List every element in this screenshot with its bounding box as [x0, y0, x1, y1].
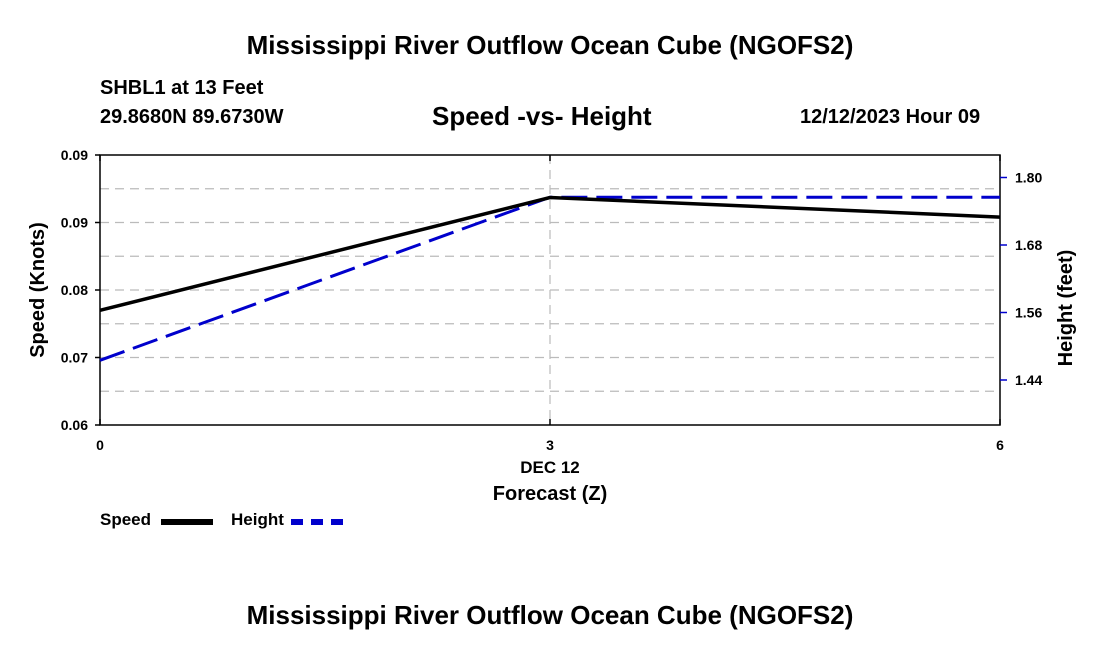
- y-left-tick-label: 0.08: [61, 282, 88, 298]
- legend-speed-swatch: [161, 519, 213, 525]
- x-tick-label: 6: [996, 437, 1004, 453]
- y-left-tick-label: 0.09: [61, 215, 88, 231]
- legend-height-swatch: [291, 519, 343, 525]
- chart-subtitle: Speed -vs- Height: [432, 101, 652, 131]
- datetime-label: 12/12/2023 Hour 09: [800, 106, 981, 128]
- x-date-label: DEC 12: [520, 458, 580, 477]
- legend-speed-label: Speed: [100, 510, 152, 529]
- speed-series-line: [99, 195, 1001, 312]
- coordinates-label: 29.8680N 89.6730W: [100, 106, 284, 128]
- y-right-tick-label: 1.68: [1015, 237, 1042, 253]
- y-left-tick-label: 0.09: [61, 147, 88, 163]
- axis-ticks: [95, 154, 1007, 426]
- x-axis-label: Forecast (Z): [493, 483, 607, 505]
- y-axis-left-label: Speed (Knots): [27, 222, 49, 358]
- y-left-tick-label: 0.06: [61, 417, 88, 433]
- footer-title: Mississippi River Outflow Ocean Cube (NG…: [246, 600, 854, 630]
- x-tick-label: 0: [96, 437, 104, 453]
- station-label: SHBL1 at 13 Feet: [100, 77, 264, 99]
- y-right-tick-label: 1.44: [1015, 372, 1042, 388]
- grid-lines: [100, 154, 1000, 425]
- y-right-tick-label: 1.80: [1015, 170, 1042, 186]
- y-right-tick-label: 1.56: [1015, 305, 1042, 321]
- chart-title: Mississippi River Outflow Ocean Cube (NG…: [246, 30, 854, 60]
- speed-height-chart: 0.090.090.080.070.061.801.681.561.440 3 6 …: [27, 147, 1077, 505]
- y-axis-right-label: Height (feet): [1055, 250, 1077, 367]
- y-left-tick-label: 0.07: [61, 350, 88, 366]
- x-tick-label: 3: [546, 437, 554, 453]
- legend-height-label: Height: [231, 510, 284, 529]
